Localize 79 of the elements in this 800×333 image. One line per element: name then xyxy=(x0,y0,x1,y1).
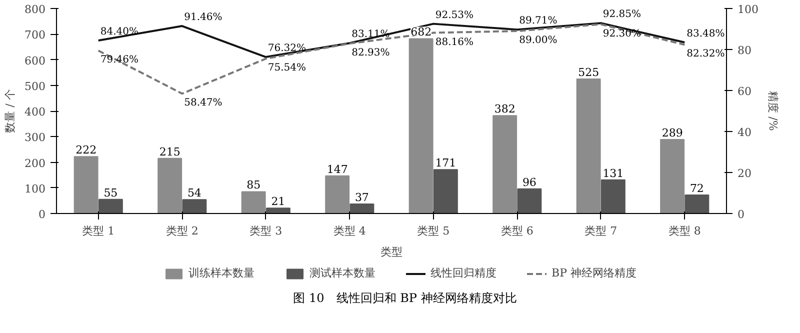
data-label: 92.53% xyxy=(435,10,474,21)
x-axis-title: 类型 xyxy=(380,246,402,258)
data-label: 382 xyxy=(494,102,516,116)
x-tick-label: 类型 5 xyxy=(417,224,450,238)
data-label: 525 xyxy=(578,66,600,79)
data-label: 55 xyxy=(104,186,118,200)
y2-tick-label: 100 xyxy=(738,3,758,16)
x-tick-label: 类型 3 xyxy=(250,224,282,238)
data-label: 222 xyxy=(76,144,97,157)
y-tick-label: 200 xyxy=(24,156,46,170)
data-label: 91.46% xyxy=(184,12,222,24)
data-label: 79.46% xyxy=(100,54,139,66)
data-label: 84.40% xyxy=(100,26,139,38)
bar xyxy=(684,194,710,214)
data-label: 82.93% xyxy=(352,47,390,58)
data-label: 215 xyxy=(159,145,180,158)
bar xyxy=(408,38,434,214)
data-label: 76.32% xyxy=(268,43,306,54)
y-tick-label: 100 xyxy=(24,182,46,196)
bar xyxy=(74,156,98,214)
data-label: 72 xyxy=(690,182,704,196)
y2-tick-label: 80 xyxy=(738,44,752,57)
data-label: 89.00% xyxy=(519,35,558,46)
legend-label: 测试样本数量 xyxy=(310,266,376,280)
y-tick-label: 400 xyxy=(24,106,46,118)
y-tick-label: 700 xyxy=(24,28,46,42)
bar xyxy=(98,198,123,214)
x-tick-label: 类型 7 xyxy=(584,224,618,238)
y2-axis-title: 精度 /% xyxy=(766,91,780,131)
x-tick-label: 类型 1 xyxy=(82,224,115,238)
data-label: 682 xyxy=(410,26,432,39)
legend-label: 线性回归精度 xyxy=(430,266,497,280)
bar xyxy=(492,115,518,214)
data-label: 75.54% xyxy=(268,62,306,74)
data-label: 92.85% xyxy=(602,9,642,20)
data-label: 54 xyxy=(187,186,202,200)
bar xyxy=(158,158,182,214)
data-label: 171 xyxy=(435,156,456,170)
y2-tick-label: 40 xyxy=(738,126,752,139)
data-label: 82.32% xyxy=(686,48,725,60)
data-label: 21 xyxy=(271,195,286,208)
data-label: 88.16% xyxy=(435,36,474,48)
legend-label: BP 神经网络精度 xyxy=(552,266,636,280)
x-tick-label: 类型 8 xyxy=(668,224,701,238)
y2-tick-label: 60 xyxy=(738,85,752,98)
bar xyxy=(517,188,542,214)
bar xyxy=(266,208,290,214)
x-tick-label: 类型 2 xyxy=(166,224,198,238)
bar xyxy=(660,138,685,214)
data-label: 131 xyxy=(602,166,624,180)
data-label: 37 xyxy=(354,191,369,204)
data-label: 85 xyxy=(246,178,261,192)
bar xyxy=(241,191,266,214)
data-label: 92.30% xyxy=(602,28,642,40)
x-tick-label: 类型 6 xyxy=(500,224,534,238)
data-label: 289 xyxy=(662,126,683,140)
bar xyxy=(350,204,374,214)
data-label: 83.48% xyxy=(686,28,725,40)
text: 图 10 线性回归和 BP 神经网络精度对比 xyxy=(293,290,517,307)
y2-tick-label: 0 xyxy=(738,208,744,221)
data-label: 58.47% xyxy=(184,98,222,109)
bar xyxy=(600,179,626,214)
y-tick-label: 0 xyxy=(38,208,46,221)
legend-label: 训练样本数量 xyxy=(188,266,255,280)
y-tick-label: 800 xyxy=(24,3,46,16)
data-label: 89.71% xyxy=(519,16,558,27)
y-tick-label: 300 xyxy=(24,131,46,144)
data-label: 96 xyxy=(522,176,536,189)
line-series xyxy=(97,23,686,95)
data-label: 147 xyxy=(326,162,348,176)
bar xyxy=(576,78,601,214)
bar xyxy=(325,175,350,214)
y-axis-title: 数量 / 个 xyxy=(4,89,17,133)
bar xyxy=(433,169,458,214)
y-tick-label: 500 xyxy=(24,80,46,93)
bar xyxy=(182,199,207,214)
y-tick-label: 600 xyxy=(24,54,46,68)
x-tick-label: 类型 4 xyxy=(333,224,366,238)
y2-tick-label: 20 xyxy=(738,167,752,180)
